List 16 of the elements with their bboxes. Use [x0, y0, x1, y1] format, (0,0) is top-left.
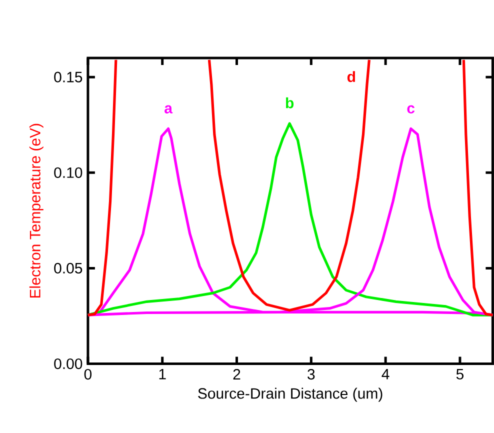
x-axis-title: Source-Drain Distance (um) — [198, 388, 382, 402]
x-tick-label: 4 — [382, 369, 390, 380]
y-tick-label: 0.10 — [54, 167, 82, 178]
x-tick-label: 0 — [84, 369, 92, 380]
series-label: d — [347, 71, 356, 82]
series-label: c — [407, 105, 415, 114]
series-label: a — [164, 105, 173, 114]
x-tick-label: 5 — [456, 369, 464, 380]
y-tick-label: 0.00 — [54, 358, 82, 370]
x-tick-label: 3 — [308, 369, 315, 380]
y-tick-label: 0.15 — [54, 72, 82, 82]
series-label: b — [286, 97, 294, 108]
x-tick-label: 2 — [233, 369, 240, 380]
x-tick-label: 1 — [159, 369, 166, 380]
y-axis-title: Electron Temperature (eV) — [29, 124, 44, 298]
y-tick-label: 0.05 — [54, 263, 82, 274]
